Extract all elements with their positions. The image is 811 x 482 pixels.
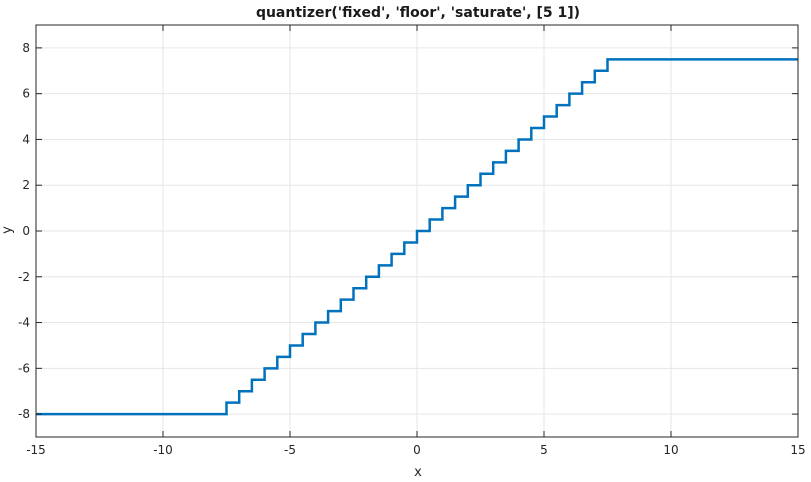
grid-lines — [35, 25, 799, 437]
y-tick-label: 2 — [22, 178, 30, 192]
y-tick-label: 0 — [22, 224, 30, 238]
x-tick-label: -15 — [26, 443, 46, 457]
x-axis: -15 -10 -5 0 5 10 15 — [26, 25, 806, 457]
y-tick-label: 4 — [22, 132, 30, 146]
x-tick-label: -10 — [153, 443, 173, 457]
y-tick-label: -2 — [18, 270, 30, 284]
x-tick-label: -5 — [284, 443, 296, 457]
y-axis-label: y — [0, 226, 15, 234]
y-tick-label: -6 — [18, 361, 30, 375]
y-axis: -8 -6 -4 -2 0 2 4 6 8 — [18, 41, 798, 421]
x-axis-label: x — [414, 465, 422, 480]
x-tick-label: 5 — [540, 443, 548, 457]
x-tick-label: 15 — [790, 443, 805, 457]
y-tick-label: -4 — [18, 316, 30, 330]
chart-title: quantizer('fixed', 'floor', 'saturate', … — [256, 5, 580, 21]
series-group — [36, 58, 798, 416]
x-tick-label: 10 — [663, 443, 678, 457]
y-tick-label: 6 — [22, 87, 30, 101]
x-tick-label: 0 — [413, 443, 421, 457]
y-tick-label: 8 — [22, 41, 30, 55]
series-line — [36, 58, 798, 416]
y-tick-label: -8 — [18, 407, 30, 421]
